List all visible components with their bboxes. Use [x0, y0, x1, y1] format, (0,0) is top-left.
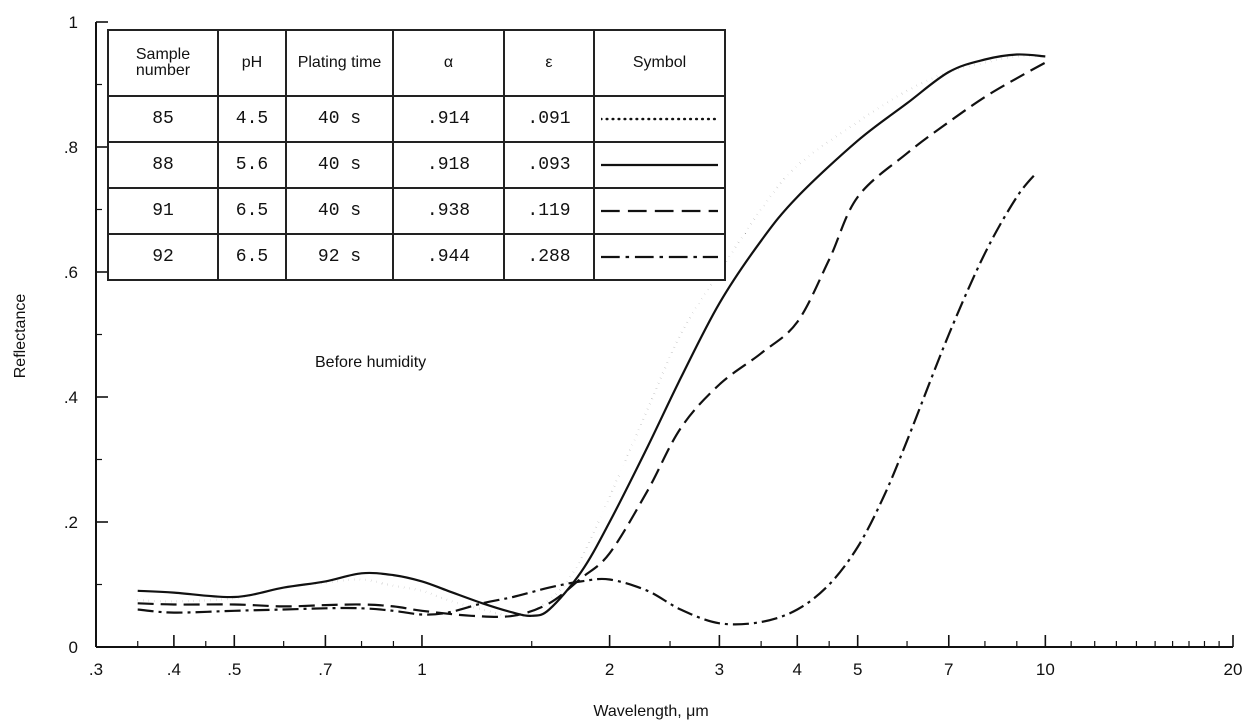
legend-row: 88 5.6 40 s .918.093 [107, 141, 726, 189]
x-tick-label: 10 [1036, 660, 1055, 679]
cell-alpha: .938 [392, 187, 505, 235]
x-tick-label: 7 [944, 660, 953, 679]
cell-plating-time: 40 s [285, 187, 394, 235]
cell-ph: 6.5 [217, 187, 287, 235]
y-tick-label: .4 [64, 388, 78, 407]
cell-symbol [593, 141, 726, 189]
cell-epsilon: .119 [503, 187, 595, 235]
cell-alpha: .944 [392, 233, 505, 281]
cell-symbol [593, 187, 726, 235]
y-tick-label: 1 [69, 13, 78, 32]
x-tick-label: 1 [417, 660, 426, 679]
cell-ph: 4.5 [217, 95, 287, 143]
series-layer [137, 53, 1046, 626]
legend-header-row: Sample number pH Plating time α ε Symbol [107, 29, 726, 97]
line-style-swatch [601, 255, 718, 259]
x-tick-label: .5 [227, 660, 241, 679]
cell-epsilon: .091 [503, 95, 595, 143]
y-tick-label: .8 [64, 138, 78, 157]
cell-alpha: .918 [392, 141, 505, 189]
header-plating-time: Plating time [285, 29, 394, 97]
x-tick-label: .7 [318, 660, 332, 679]
header-symbol: Symbol [593, 29, 726, 97]
cell-plating-time: 40 s [285, 141, 394, 189]
cell-ph: 5.6 [217, 141, 287, 189]
annotation-before-humidity: Before humidity [315, 354, 426, 371]
cell-plating-time: 92 s [285, 233, 394, 281]
x-tick-label: 3 [715, 660, 724, 679]
legend-body: 85 4.5 40 s .914.091 88 5.6 40 s .918.093 91 6.5 4… [107, 95, 726, 281]
series-line-sample-88 [137, 53, 1046, 617]
header-sample-number: Sample number [107, 29, 219, 97]
header-alpha: α [392, 29, 505, 97]
cell-epsilon: .093 [503, 141, 595, 189]
cell-alpha: .914 [392, 95, 505, 143]
x-axis-title: Wavelength, μm [593, 703, 708, 720]
cell-sample-number: 88 [107, 141, 219, 189]
cell-epsilon: .288 [503, 233, 595, 281]
x-tick-label: 5 [853, 660, 862, 679]
y-tick-label: .2 [64, 513, 78, 532]
legend-row: 85 4.5 40 s .914.091 [107, 95, 726, 143]
cell-symbol [593, 95, 726, 143]
x-tick-label: 20 [1224, 660, 1243, 679]
line-style-swatch [601, 163, 718, 167]
cell-sample-number: 91 [107, 187, 219, 235]
y-tick-label: 0 [69, 638, 78, 657]
x-tick-label: .4 [167, 660, 181, 679]
x-tick-label: 2 [605, 660, 614, 679]
series-line-sample-91 [137, 61, 1046, 618]
legend-table: Sample number pH Plating time α ε Symbol… [107, 29, 726, 281]
y-axis-title: Reflectance [12, 294, 29, 379]
cell-symbol [593, 233, 726, 281]
cell-sample-number: 85 [107, 95, 219, 143]
header-ph: pH [217, 29, 287, 97]
cell-plating-time: 40 s [285, 95, 394, 143]
x-tick-label: .3 [89, 660, 103, 679]
line-style-swatch [601, 117, 718, 121]
line-style-swatch [601, 209, 718, 213]
legend-row: 91 6.5 40 s .938.119 [107, 187, 726, 235]
header-epsilon: ε [503, 29, 595, 97]
y-ticks: 0 .2 .4 .6 .8 1 [64, 13, 108, 657]
series-line-sample-92 [137, 171, 1038, 626]
cell-ph: 6.5 [217, 233, 287, 281]
axes [95, 22, 1233, 648]
legend-row: 92 6.5 92 s .944.288 [107, 233, 726, 281]
x-ticks: .3 .4 .5 .7 1 2 3 4 5 7 10 20 [89, 635, 1243, 679]
y-tick-label: .6 [64, 263, 78, 282]
x-tick-label: 4 [793, 660, 802, 679]
cell-sample-number: 92 [107, 233, 219, 281]
